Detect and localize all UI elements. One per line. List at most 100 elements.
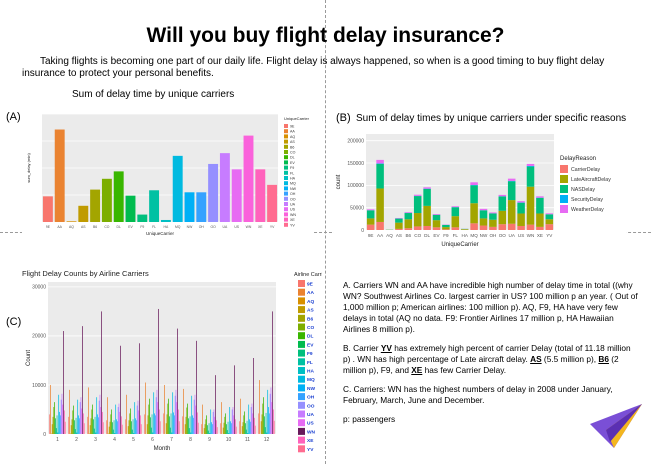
bar-m9-aa [202, 404, 203, 434]
legend-label: OH [307, 395, 315, 401]
bar-m12-us [271, 402, 273, 434]
bar-m6-ev [150, 417, 151, 434]
carrier-as-highlight: AS [530, 354, 542, 364]
legend-label: XE [290, 218, 295, 222]
bar-m9-9e [201, 424, 203, 434]
legend-swatch [298, 349, 305, 357]
legend-label: YV [307, 447, 314, 453]
bar-oh-carrierdelay [489, 226, 497, 230]
x-tick-label: 9E [368, 233, 374, 238]
legend-swatch [298, 306, 305, 314]
bar-m4-fl [113, 420, 115, 434]
bar-oo-nasdelay [498, 196, 507, 211]
x-tick-label: HA [164, 225, 169, 229]
bar-m7-yv [178, 421, 180, 434]
bar-m9-co [205, 419, 207, 434]
bar-yv-weatherdelay [545, 213, 554, 215]
bar-m2-ua [80, 397, 82, 434]
panel-a-chart: 9E AA AQ AS B6 CO DL EV F9 FL HA MQ NW OH OO UA US WN XE YV… [22, 108, 314, 246]
x-tick-label: US [234, 225, 239, 229]
bar-nw-nasdelay [479, 210, 488, 219]
bar-m4-as [108, 426, 110, 434]
legend-label: EV [307, 342, 314, 348]
bar-m11-b6 [242, 422, 244, 434]
bar-ua-weatherdelay [507, 178, 516, 181]
bar-m9-wn [215, 375, 216, 434]
bar-m3-ev [93, 419, 94, 434]
legend-swatch [298, 358, 305, 366]
x-tick-label: XE [258, 225, 263, 229]
bar-m5-wn [139, 343, 140, 434]
legend-swatch [298, 393, 305, 401]
x-tick-label: OO [499, 233, 507, 238]
legend-swatch [284, 165, 288, 170]
bar-m9-xe [216, 420, 217, 434]
bar-m8-ha [190, 432, 192, 434]
bar-m12-co [262, 403, 264, 434]
x-tick-label: F9 [443, 233, 449, 238]
legend-label: CarrierDelay [571, 167, 601, 173]
legend-label: AA [290, 130, 295, 134]
bar-m4-co [110, 414, 112, 434]
x-tick-label: CO [414, 233, 421, 238]
x-tick-label: YV [270, 225, 275, 229]
bar-m2-co [72, 410, 74, 434]
bar-m11-aa [240, 398, 241, 434]
x-axis-label: UniqueCarrier [441, 242, 478, 248]
bar-m5-mq [134, 402, 136, 434]
bar-m11-fl [246, 420, 248, 434]
bar-m5-us [138, 410, 140, 434]
legend-label: EV [290, 161, 295, 165]
bar-m1-9e [49, 414, 51, 434]
legend-label: UA [290, 203, 296, 207]
bar-m10-b6 [223, 422, 225, 434]
bar-m10-ev [226, 424, 227, 434]
legend-swatch [298, 280, 305, 287]
bar-m1-ev [55, 418, 56, 434]
intro-text: Taking flights is becoming one part of o… [22, 56, 605, 79]
legend-label: F9 [307, 351, 313, 357]
bar-m8-mq [191, 395, 193, 434]
bar-as-lateaircraftdelay [395, 222, 403, 229]
x-tick-label: FL [453, 233, 459, 238]
bar-m6-as [146, 424, 148, 434]
legend-label: 9E [307, 282, 314, 288]
x-tick-label: AS [81, 225, 86, 229]
bar-mq-weatherdelay [470, 182, 478, 185]
bar-m4-b6 [109, 421, 111, 434]
x-tick-label: WN [246, 225, 252, 229]
x-tick-label: 3 [94, 437, 97, 443]
bar-m2-mq [77, 399, 79, 434]
bar-m9-yv [216, 427, 218, 434]
bar-m1-b6 [52, 416, 54, 434]
bar-m9-ha [209, 433, 211, 434]
plot-background [366, 134, 554, 230]
bar-m12-mq [267, 389, 269, 434]
bar-m3-ua [99, 394, 101, 434]
x-tick-label: OH [489, 233, 496, 238]
bar-m8-xe [197, 412, 198, 434]
bar-m7-oo [174, 395, 176, 434]
x-tick-label: AA [377, 233, 384, 238]
bar-m11-as [241, 426, 243, 434]
bar-m8-dl [187, 403, 188, 434]
bar-m5-co [129, 413, 131, 434]
bar-b6-nasdelay [404, 213, 413, 220]
bar-m11-oo [250, 407, 252, 434]
bar-oh-weatherdelay [489, 212, 497, 214]
bar-m5-as [127, 426, 129, 434]
bar-m12-dl [263, 397, 264, 434]
bar-m3-co [91, 409, 93, 434]
bar-m8-oh [192, 417, 194, 434]
bar-m2-fl [75, 417, 77, 434]
bar-yv-nasdelay [545, 214, 554, 220]
panel-c-label: (C) [6, 316, 22, 328]
bar-m6-ha [152, 432, 154, 434]
bar-nw-weatherdelay [479, 208, 488, 211]
legend-swatch [560, 195, 568, 203]
y-tick-label: 0 [43, 432, 46, 438]
bar-m7-ua [175, 389, 177, 434]
bar-m2-dl [73, 405, 74, 434]
carrier-yv-highlight: YV [380, 343, 392, 353]
panel-b-label: (B) [336, 112, 351, 124]
